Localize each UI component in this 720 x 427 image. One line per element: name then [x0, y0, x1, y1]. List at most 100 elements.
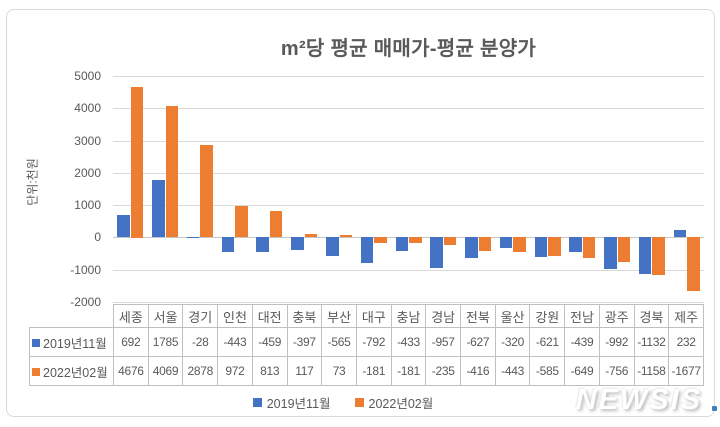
bar-2019년11월-제주 — [673, 229, 687, 238]
y-tick-label: -2000 — [70, 295, 101, 309]
bar-2022년02월-부산 — [339, 235, 352, 238]
bar-2019년11월-강원 — [534, 237, 548, 258]
value-cell: -235 — [425, 356, 462, 386]
value-cell: -1132 — [633, 327, 670, 357]
value-cell: -459 — [251, 327, 288, 357]
y-tick-label: 0 — [94, 230, 101, 245]
region-header: 부산 — [321, 304, 357, 328]
value-cell: -443 — [217, 327, 253, 357]
bar-2022년02월-충북 — [304, 233, 318, 238]
value-cell: -621 — [529, 327, 566, 357]
series-label: 2019년11월 — [29, 327, 114, 357]
value-cell: -28 — [182, 327, 219, 357]
bar-2019년11월-전남 — [569, 237, 582, 252]
plot-area — [113, 76, 704, 303]
value-cell: -320 — [494, 327, 531, 357]
bar-2022년02월-제주 — [687, 237, 700, 292]
value-cell: -439 — [564, 327, 600, 357]
gridline — [113, 76, 704, 77]
legend-key-icon — [354, 398, 364, 407]
bar-2022년02월-울산 — [513, 237, 526, 252]
bar-2019년11월-경북 — [638, 237, 652, 274]
bar-2022년02월-충남 — [409, 237, 422, 244]
value-cell: -992 — [598, 327, 635, 357]
value-cell: -756 — [598, 356, 635, 386]
value-cell: -565 — [321, 327, 357, 357]
bar-2019년11월-충북 — [291, 237, 304, 251]
gridline — [113, 172, 704, 174]
region-header: 충남 — [390, 304, 427, 328]
series-name: 2019년11월 — [43, 336, 107, 351]
value-cell: 4069 — [147, 356, 184, 386]
value-cell: -957 — [425, 327, 462, 357]
region-header: 강원 — [529, 304, 566, 328]
bar-2019년11월-대전 — [256, 237, 269, 253]
value-cell: -627 — [460, 327, 496, 357]
table-corner-cell — [30, 305, 114, 328]
gridline — [113, 108, 704, 110]
bar-2022년02월-전북 — [478, 237, 491, 251]
bar-2019년11월-광주 — [604, 237, 617, 270]
bar-2022년02월-경남 — [443, 237, 457, 245]
value-cell: -792 — [355, 327, 392, 357]
zero-gridline — [113, 237, 704, 239]
region-header: 울산 — [494, 304, 531, 328]
y-tick-label: 4000 — [74, 101, 101, 116]
value-cell: -416 — [460, 356, 496, 386]
region-header: 경북 — [633, 304, 670, 328]
region-header: 경남 — [425, 304, 462, 328]
legend-key-icon — [32, 338, 40, 347]
newsis-watermark: NEWSIS — [575, 384, 702, 416]
value-cell: 73 — [321, 356, 357, 386]
legend-label: 2019년11월 — [266, 397, 331, 411]
gridline — [113, 302, 704, 303]
region-header: 대구 — [355, 304, 392, 328]
bar-2019년11월-대구 — [360, 237, 374, 263]
value-cell: -1158 — [633, 356, 670, 386]
bar-2019년11월-경남 — [430, 237, 443, 269]
series-label: 2022년02월 — [29, 356, 114, 386]
bar-2019년11월-충남 — [395, 237, 408, 252]
chart-title: m²당 평균 매매가-평균 분양가 — [280, 38, 537, 60]
bar-2019년11월-전북 — [465, 237, 478, 258]
y-tick-label: 5000 — [74, 69, 101, 83]
region-header: 인천 — [217, 304, 253, 328]
value-cell: 117 — [286, 356, 323, 386]
y-tick-label: 3000 — [74, 133, 101, 148]
value-cell: 972 — [217, 356, 253, 386]
region-header: 경기 — [182, 304, 219, 328]
bar-2022년02월-전남 — [582, 237, 596, 259]
gridline — [113, 269, 704, 271]
region-header: 세종 — [113, 304, 149, 328]
bar-2019년11월-경기 — [186, 237, 200, 239]
legend-label: 2022년02월 — [368, 397, 434, 411]
legend-item: 2022년02월 — [354, 393, 434, 412]
value-cell: 232 — [668, 327, 704, 357]
legend-key-icon — [252, 398, 262, 407]
value-cell: -181 — [390, 356, 427, 386]
bar-2022년02월-서울 — [165, 106, 179, 238]
gridline — [113, 140, 704, 142]
y-axis: 5000 4000 3000 2000 1000 0 -1000 -2000 — [7, 69, 101, 309]
bar-2022년02월-경기 — [200, 144, 213, 238]
y-tick-label: 2000 — [74, 165, 101, 180]
gridline — [113, 205, 704, 207]
value-cell: -443 — [494, 356, 531, 386]
value-cell: 2878 — [182, 356, 219, 386]
legend-key-icon — [32, 367, 40, 376]
bar-2019년11월-서울 — [152, 179, 165, 238]
value-cell: -649 — [564, 356, 600, 386]
value-cell: -397 — [286, 327, 323, 357]
bar-2022년02월-대전 — [269, 211, 283, 238]
region-header: 제주 — [668, 304, 704, 328]
bar-2019년11월-인천 — [221, 237, 235, 252]
value-cell: 4676 — [113, 356, 149, 386]
bar-2019년11월-부산 — [326, 237, 339, 256]
region-header: 충북 — [286, 304, 323, 328]
value-cell: 692 — [113, 327, 149, 357]
region-header: 광주 — [598, 304, 635, 328]
value-cell: 813 — [251, 356, 288, 386]
bar-2022년02월-경북 — [652, 237, 665, 275]
bar-2022년02월-강원 — [548, 237, 561, 257]
